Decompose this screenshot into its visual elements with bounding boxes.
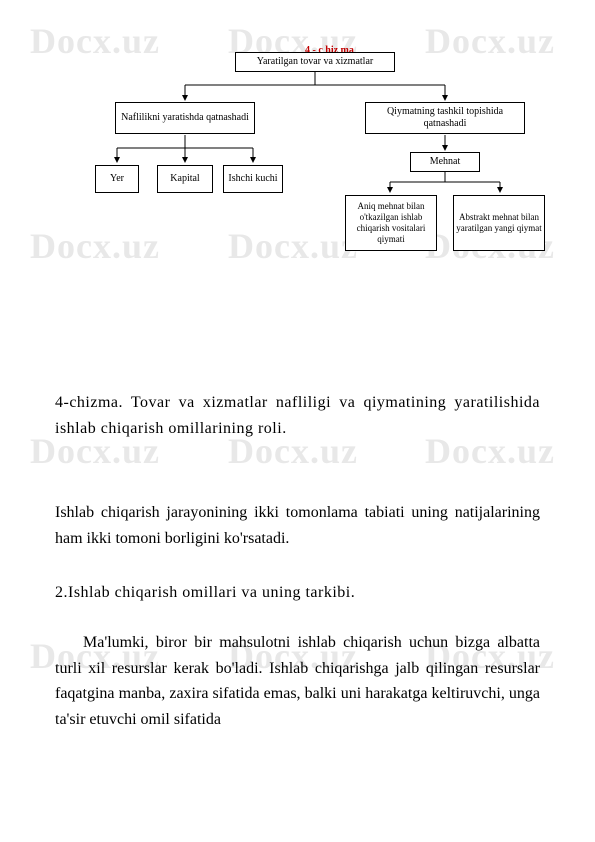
node-kapital: Kapital: [157, 165, 213, 193]
node-right-branch: Qiymatning tashkil topishida qatnashadi: [365, 102, 525, 134]
node-mehnat: Mehnat: [410, 152, 480, 172]
paragraph-2: Ma'lumki, biror bir mahsulotni ishlab ch…: [55, 630, 540, 732]
paragraph-1: Ishlab chiqarish jarayonining ikki tomon…: [55, 500, 540, 551]
node-aniq: Aniq mehnat bilan o'tkazilgan ishlab chi…: [345, 195, 437, 251]
node-ishchi: Ishchi kuchi: [223, 165, 283, 193]
node-top: Yaratilgan tovar va xizmatlar: [235, 52, 395, 72]
node-abstrakt: Abstrakt mehnat bilan yaratilgan yangi q…: [453, 195, 545, 251]
section-heading: 2.Ishlab chiqarish omillari va uning tar…: [55, 580, 540, 606]
figure-caption: 4-chizma. Tovar va xizmatlar nafliligi v…: [55, 390, 540, 441]
node-yer: Yer: [95, 165, 139, 193]
node-left-branch: Naflilikni yaratishda qatnashadi: [115, 102, 255, 134]
flowchart-diagram: 4 - c hiz ma Yaratilgan tovar va xizmatl…: [95, 50, 535, 280]
